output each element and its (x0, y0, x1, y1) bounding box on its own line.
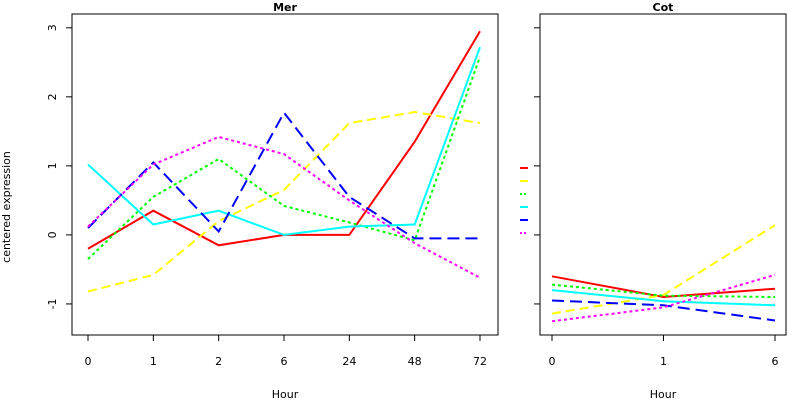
panel-mer-series (87, 30, 481, 293)
y-tick-label: 2 (46, 93, 59, 100)
x-tick-label: 6 (772, 355, 779, 368)
panel-mer-y-axis: -1 0 1 2 3 (46, 24, 72, 309)
series-line-3 (551, 283, 776, 298)
x-tick-label: 48 (408, 355, 422, 368)
panel-mer-x-axis: 0 1 2 6 24 48 72 (85, 335, 487, 368)
panel-cot-title: Cot (653, 1, 674, 14)
series-line-3 (87, 56, 481, 260)
y-tick-label: -1 (46, 298, 59, 309)
legend (520, 167, 528, 234)
panel-cot-x-axis: 0 1 6 (549, 335, 779, 368)
x-tick-label: 72 (473, 355, 487, 368)
panel-cot-y-axis (534, 27, 540, 305)
series-line-5 (87, 110, 480, 240)
panel-mer-x-axis-title: Hour (272, 388, 299, 400)
x-tick-label: 0 (85, 355, 92, 368)
series-line-6 (87, 135, 481, 279)
x-tick-label: 6 (281, 355, 288, 368)
y-axis-title: centered expression (0, 151, 13, 263)
y-tick-label: 1 (46, 162, 59, 169)
y-tick-label: 0 (46, 231, 59, 238)
series-line-1 (551, 275, 776, 299)
panel-mer-title: Mer (273, 1, 297, 14)
panel-mer-frame (71, 13, 499, 336)
series-line-2 (87, 110, 481, 293)
series-line-6 (551, 273, 776, 323)
x-tick-label: 24 (342, 355, 356, 368)
panel-cot-series (551, 224, 776, 323)
series-line-2 (551, 224, 776, 315)
series-line-1 (87, 30, 481, 250)
panel-cot: Cot 0 1 6 Hour (534, 1, 787, 400)
series-line-4 (87, 46, 481, 236)
x-tick-label: 2 (215, 355, 222, 368)
y-tick-label: 3 (46, 24, 59, 31)
x-tick-label: 1 (150, 355, 157, 368)
panel-cot-x-axis-title: Hour (650, 388, 677, 400)
series-line-4 (551, 289, 776, 307)
x-tick-label: 0 (549, 355, 556, 368)
series-line-5 (551, 299, 776, 322)
x-tick-label: 1 (660, 355, 667, 368)
panel-mer: Mer -1 0 1 2 3 0 1 2 6 24 48 72 Hour (46, 1, 499, 400)
